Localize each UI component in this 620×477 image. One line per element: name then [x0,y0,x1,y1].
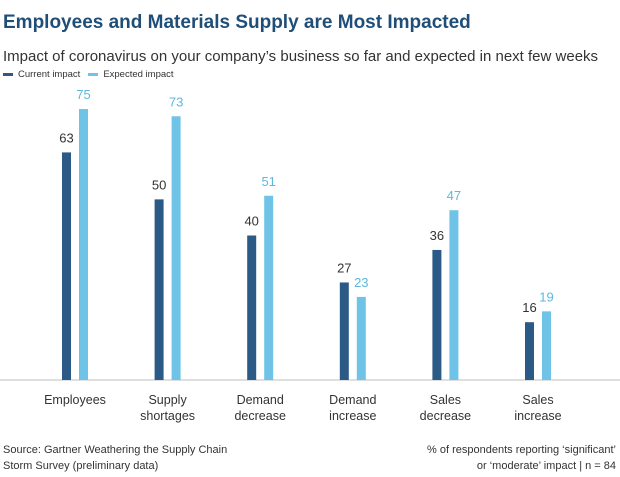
category-label-line: decrease [234,409,286,423]
data-label-expected-1: 73 [169,94,183,109]
bar-current-5 [525,322,534,380]
data-label-current-4: 36 [430,228,444,243]
note-line-2: or ‘moderate’ impact | n = 84 [476,460,616,472]
category-label-line: Demand [236,393,284,407]
category-label-1: Supply shortages [123,392,213,424]
data-label-current-5: 16 [522,300,536,315]
data-label-current-1: 50 [152,177,166,192]
category-label-line: shortages [140,409,196,423]
bar-expected-4 [449,210,459,380]
legend-item-current: Current impact [3,69,80,80]
category-label-line: Demand [329,393,377,407]
bar-expected-0 [79,109,88,380]
category-label-line: Sales [429,393,462,407]
data-label-current-0: 63 [59,130,73,145]
chart-subtitle: Impact of coronavirus on your company’s … [3,48,599,65]
bar-expected-2 [264,195,274,380]
category-label-line: increase [514,409,562,423]
data-label-current-2: 40 [244,214,258,229]
source-note: Source: Gartner Weathering the Supply Ch… [3,442,283,474]
category-label-3: Demand increase [308,392,398,424]
source-line-2: Storm Survey (preliminary data) [3,460,159,472]
legend-swatch-current [3,73,13,76]
bar-expected-5 [542,311,551,380]
data-label-expected-5: 19 [539,289,553,304]
legend-swatch-expected [88,73,99,76]
bar-current-4 [432,249,442,380]
data-label-expected-2: 51 [261,174,275,189]
category-label-4: Sales decrease [400,392,490,424]
data-label-expected-4: 47 [447,188,461,203]
category-label-0: Employees [30,392,120,408]
legend-label-expected: Expected impact [103,69,174,80]
bar-expected-3 [356,296,366,380]
legend-label-current: Current impact [18,69,81,80]
category-label-5: Sales increase [493,392,583,424]
note-line-1: % of respondents reporting ‘significant’ [427,444,616,456]
legend: Current impact Expected impact [3,69,174,80]
bar-current-1 [154,199,164,380]
source-line-1: Source: Gartner Weathering the Supply Ch… [3,444,228,456]
bar-current-3 [339,282,349,380]
category-label-line: Employees [44,393,106,407]
category-label-line: increase [329,409,377,423]
bar-expected-1 [171,116,181,380]
category-label-line: Supply [148,393,187,407]
category-label-line: Sales [522,393,554,407]
chart-title: Employees and Materials Supply are Most … [3,12,471,33]
data-label-expected-0: 75 [76,87,90,102]
bar-current-2 [247,235,257,380]
legend-item-expected: Expected impact [88,69,174,80]
bar-current-0 [62,152,71,380]
respondents-note: % of respondents reporting ‘significant’… [356,442,616,474]
data-label-current-3: 27 [337,260,351,275]
category-label-2: Demand decrease [215,392,305,424]
category-label-line: decrease [419,409,472,423]
data-label-expected-3: 23 [354,275,368,290]
